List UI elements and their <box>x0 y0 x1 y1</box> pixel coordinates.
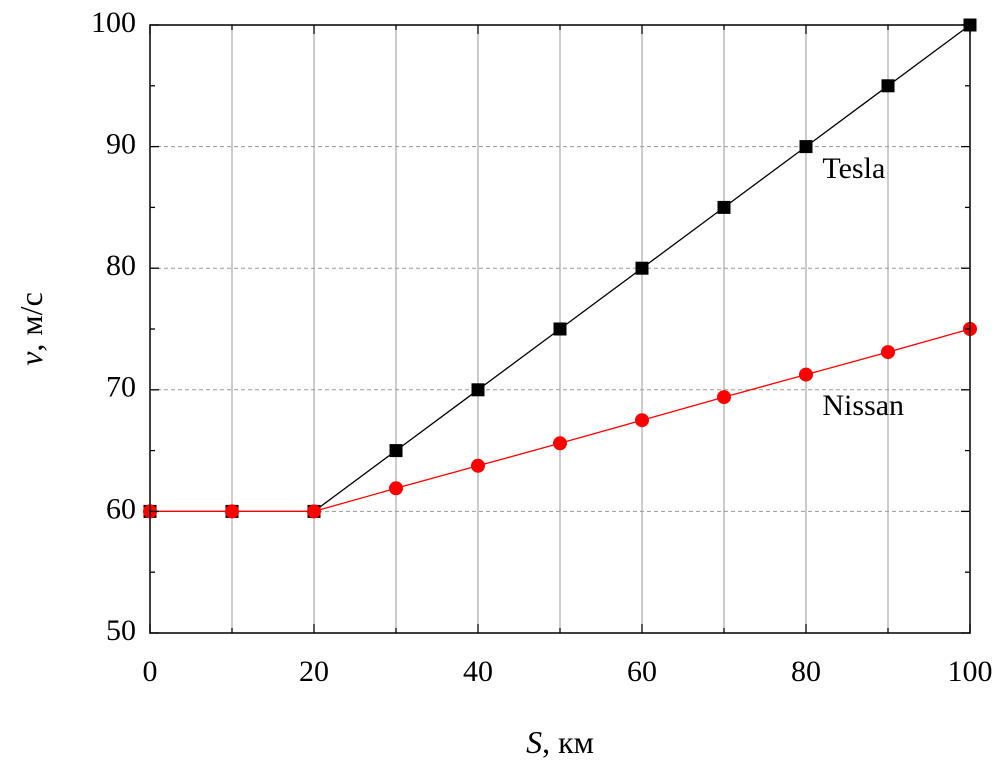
data-point-nissan <box>881 345 895 360</box>
y-tick-label: 90 <box>106 127 136 160</box>
labels: Tesla Nissan S, км v, м/с <box>13 152 904 760</box>
y-tick-label: 70 <box>106 371 136 404</box>
data-point-nissan <box>225 504 239 519</box>
data-point-tesla <box>635 261 649 275</box>
data-point-tesla <box>717 200 731 214</box>
data-point-tesla <box>881 79 895 93</box>
ticks: 0 20 40 60 80 100 50 60 70 80 90 100 <box>91 6 993 688</box>
data-point-tesla <box>471 383 485 397</box>
data-point-nissan <box>389 481 403 496</box>
x-tick-label: 40 <box>463 655 493 688</box>
data-point-nissan <box>307 504 321 519</box>
data-point-nissan <box>553 436 567 451</box>
data-point-nissan <box>635 413 649 428</box>
x-tick-label: 100 <box>948 655 993 688</box>
y-tick-label: 80 <box>106 249 136 282</box>
series-label-nissan: Nissan <box>822 389 904 422</box>
data-point-nissan <box>471 458 485 473</box>
data-point-nissan <box>717 390 731 405</box>
x-tick-label: 0 <box>143 655 158 688</box>
x-tick-label: 20 <box>299 655 329 688</box>
x-tick-label: 60 <box>627 655 657 688</box>
y-tick-label: 60 <box>106 492 136 525</box>
x-tick-label: 80 <box>791 655 821 688</box>
series-label-tesla: Tesla <box>822 152 885 185</box>
data-point-tesla <box>553 322 567 336</box>
y-tick-label: 100 <box>91 6 136 39</box>
data-point-tesla <box>389 444 403 458</box>
data-point-tesla <box>799 140 813 154</box>
series-layer <box>143 18 977 519</box>
x-axis-label: S, км <box>526 724 594 760</box>
data-point-nissan <box>799 367 813 382</box>
y-tick-label: 50 <box>106 614 136 647</box>
y-axis-label: v, м/с <box>13 292 49 366</box>
